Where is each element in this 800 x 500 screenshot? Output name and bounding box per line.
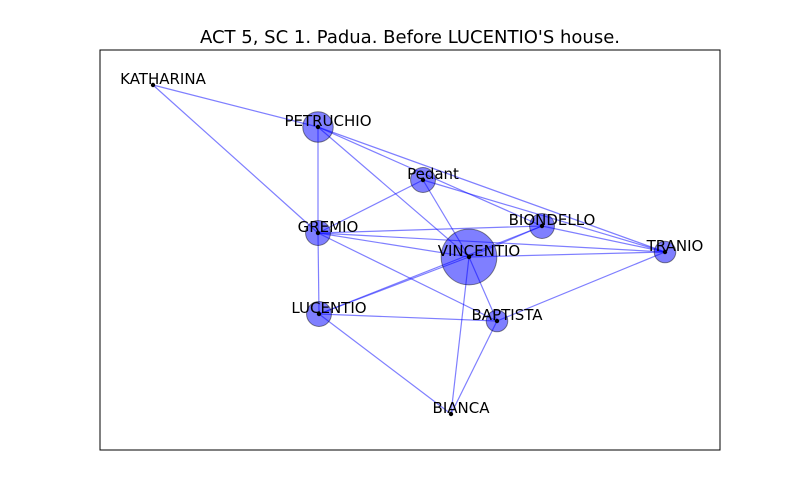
node-center-bianca bbox=[448, 411, 454, 417]
edge-lucentio-bianca bbox=[318, 313, 452, 415]
node-center-pedant bbox=[420, 177, 426, 183]
edge-katharina-gremio bbox=[152, 84, 319, 234]
node-center-tranio bbox=[662, 249, 668, 255]
node-center-vincentio bbox=[466, 254, 472, 260]
node-label-petruchio: PETRUCHIO bbox=[284, 112, 371, 130]
node-label-vincentio: VINCENTIO bbox=[438, 242, 520, 260]
node-center-gremio bbox=[315, 230, 321, 236]
edge-pedant-gremio bbox=[317, 179, 424, 234]
node-label-bianca: BIANCA bbox=[433, 399, 491, 417]
node-label-lucentio: LUCENTIO bbox=[291, 299, 366, 317]
node-center-katharina bbox=[150, 82, 156, 88]
node-label-tranio: TRANIO bbox=[646, 237, 704, 255]
edge-biondello-tranio bbox=[541, 225, 666, 253]
labels-layer: KATHARINA PETRUCHIO Pedant BIONDELLO GREMIO V… bbox=[120, 70, 703, 417]
node-center-biondello bbox=[539, 223, 545, 229]
edge-petruchio-tranio bbox=[317, 126, 666, 253]
plot-frame bbox=[99, 49, 721, 451]
node-center-baptista bbox=[494, 318, 500, 324]
node-label-baptista: BAPTISTA bbox=[472, 306, 544, 324]
figure-title: ACT 5, SC 1. Padua. Before LUCENTIO'S ho… bbox=[200, 27, 620, 48]
node-center-petruchio bbox=[315, 124, 321, 130]
edge-vincentio-tranio bbox=[468, 251, 666, 258]
node-label-gremio: GREMIO bbox=[298, 218, 359, 236]
edge-gremio-biondello bbox=[317, 225, 543, 234]
edge-gremio-lucentio bbox=[317, 232, 320, 315]
edge-petruchio-vincentio bbox=[317, 126, 470, 258]
edge-lucentio-baptista bbox=[318, 313, 498, 322]
node-label-biondello: BIONDELLO bbox=[509, 211, 596, 229]
node-label-pedant: Pedant bbox=[407, 165, 459, 183]
edge-katharina-petruchio bbox=[152, 84, 319, 128]
edges-layer bbox=[152, 84, 666, 415]
edge-baptista-tranio bbox=[496, 251, 666, 322]
node-center-lucentio bbox=[316, 311, 322, 317]
node-label-katharina: KATHARINA bbox=[120, 70, 206, 88]
nodes-layer bbox=[150, 82, 677, 417]
edge-gremio-baptista bbox=[317, 232, 498, 322]
edge-baptista-bianca bbox=[450, 320, 498, 415]
